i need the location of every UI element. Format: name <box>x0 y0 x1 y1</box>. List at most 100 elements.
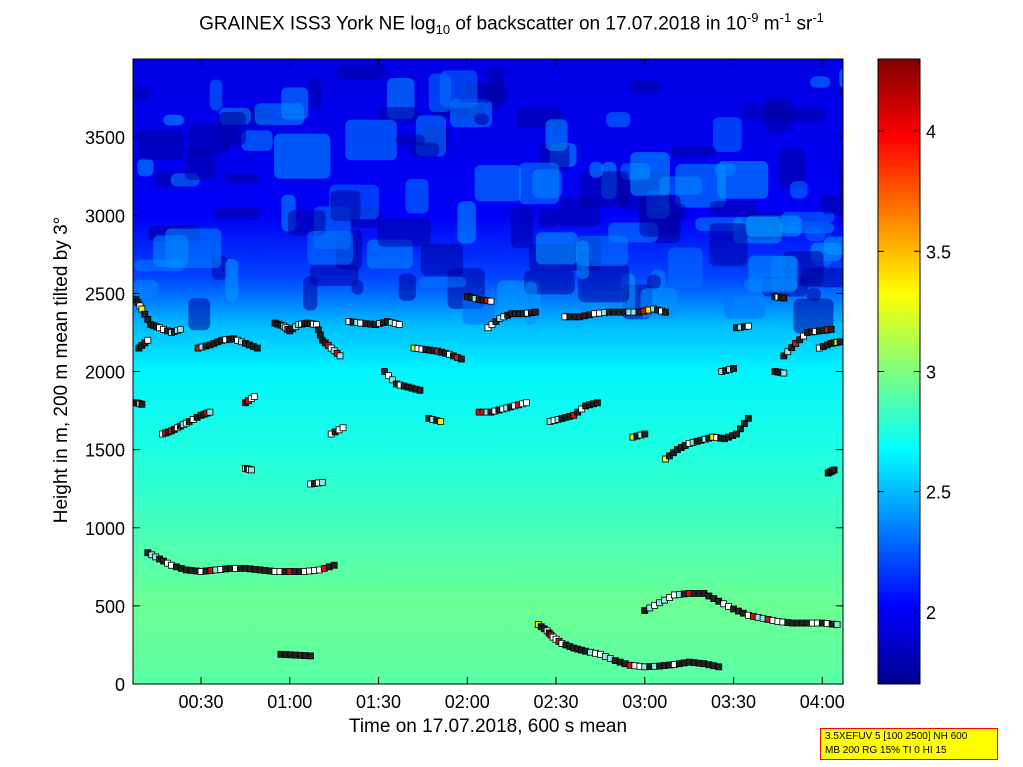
y-tick-label: 2000 <box>85 363 125 383</box>
layer-marker <box>830 466 838 474</box>
y-tick-label: 3500 <box>85 128 125 148</box>
heatmap-texture-patch <box>217 112 247 146</box>
title-superscript-exponent: -9 <box>746 10 759 25</box>
heatmap-texture-patch <box>805 226 826 242</box>
heatmap-texture-patch <box>137 158 154 177</box>
y-tick-label: 2500 <box>85 284 125 304</box>
heatmap-texture-patch <box>241 130 273 151</box>
layer-marker <box>416 386 424 394</box>
title-text-middle: of backscatter on 17.07.2018 in 10 <box>450 13 747 35</box>
heatmap-texture-patch <box>745 215 802 237</box>
heatmap-texture-patch <box>474 165 522 202</box>
heatmap-texture-patch <box>670 145 717 157</box>
heatmap-texture-patch <box>366 239 413 269</box>
heatmap-texture-patch <box>810 76 831 88</box>
layer-marker <box>594 399 601 407</box>
heatmap-texture-patch <box>647 274 661 290</box>
heatmap-texture-patch <box>744 278 798 291</box>
title-superscript-m: -1 <box>779 10 792 25</box>
title-superscript-sr: -1 <box>812 10 824 25</box>
heatmap-texture-patch <box>254 103 305 126</box>
title-unit-m: m <box>758 13 780 35</box>
heatmap-texture-patch <box>820 194 843 214</box>
layer-marker <box>388 376 396 384</box>
heatmap-texture-patch <box>576 240 590 280</box>
heatmap-texture-patch <box>133 279 159 298</box>
heatmap-texture-patch <box>377 218 431 247</box>
x-tick-label: 04:00 <box>800 692 845 712</box>
layer-markers <box>133 293 843 671</box>
heatmap-texture-patch <box>793 298 834 334</box>
heatmap-texture-patch <box>518 162 559 205</box>
y-tick-label: 0 <box>115 675 125 695</box>
heatmap-texture-patch <box>440 70 478 108</box>
layer-marker <box>307 652 314 660</box>
heatmap-texture-patch <box>714 163 736 176</box>
x-tick-label: 03:30 <box>711 692 756 712</box>
heatmap-texture-patch <box>457 201 476 244</box>
heatmap-texture-patch <box>559 196 600 227</box>
processing-info-box: 3.5XEFUV 5 [100 2500] NH 600 MB 200 RG 1… <box>820 728 998 760</box>
layer-marker <box>206 408 214 416</box>
heatmap-texture-patch <box>545 119 568 151</box>
layer-marker <box>531 308 539 316</box>
colorbar-axis: 2 2.5 3 3.5 4 <box>878 122 951 623</box>
layer-marker <box>744 322 752 330</box>
layer-marker <box>385 372 392 380</box>
layer-marker <box>662 308 669 316</box>
colorbar-tick-label: 3.5 <box>926 242 951 262</box>
layer-marker <box>740 420 748 427</box>
colorbar <box>877 58 921 685</box>
heatmap-texture-patch <box>790 181 808 199</box>
layer-marker <box>796 336 804 344</box>
info-line-2: MB 200 RG 15% TI 0 HI 15 <box>825 745 947 756</box>
heatmap-texture-patch <box>409 142 440 157</box>
x-axis-label: Time on 17.07.2018, 600 s mean <box>348 716 628 737</box>
heatmap-texture-patch <box>133 88 150 101</box>
heatmap-texture-patch <box>724 294 766 319</box>
layer-marker <box>780 352 788 360</box>
y-tick-label: 500 <box>95 597 125 617</box>
layer-marker <box>780 294 788 302</box>
heatmap-texture-patch <box>209 79 223 111</box>
colorbar-tick-label: 4 <box>926 122 936 142</box>
heatmap-texture-patch <box>398 273 416 301</box>
layer-marker <box>437 418 445 425</box>
x-tick-label: 02:30 <box>534 692 579 712</box>
title-text: GRAINEX ISS3 York NE log <box>199 13 436 35</box>
layer-marker <box>833 621 841 629</box>
colorbar-tick-label: 2 <box>926 603 936 623</box>
heatmap-texture-patch <box>800 267 843 288</box>
heatmap-texture-patch <box>639 195 681 237</box>
layer-marker <box>395 321 403 329</box>
layer-marker <box>144 336 152 344</box>
y-axis-label: Height in m, 200 m mean tilted by 3° <box>51 216 72 524</box>
layer-marker <box>737 425 744 433</box>
heatmap-texture-patch <box>165 228 222 269</box>
y-tick-label: 1000 <box>85 519 125 539</box>
heatmap-texture-patch <box>474 113 489 125</box>
heatmap-texture-patch <box>336 65 387 80</box>
title-unit-sr: sr <box>791 13 813 35</box>
heatmap-texture-patch <box>806 288 822 301</box>
colorbar-tick-label: 2.5 <box>926 483 951 503</box>
heatmap-texture-patch <box>307 230 354 265</box>
colorbar-tick-label: 3 <box>926 363 936 383</box>
layer-marker <box>784 348 792 356</box>
heatmap-texture-patch <box>709 222 748 267</box>
heatmap-texture-patch <box>274 133 331 179</box>
layer-marker <box>176 325 184 333</box>
x-axis: 00:30 01:00 01:30 02:00 02:30 03:00 03:30 04:00 <box>179 59 845 712</box>
layer-marker <box>780 369 788 377</box>
y-tick-label: 3000 <box>85 206 125 226</box>
heatmap-texture-patch <box>418 276 467 288</box>
layer-marker <box>138 400 146 408</box>
layer-marker <box>487 297 495 305</box>
x-tick-label: 00:30 <box>179 692 224 712</box>
heatmap-texture-patch <box>395 134 425 146</box>
heatmap-texture-patch <box>188 298 211 331</box>
layer-marker <box>744 414 752 422</box>
layer-marker <box>381 368 388 375</box>
heatmap-texture-patch <box>823 236 843 255</box>
